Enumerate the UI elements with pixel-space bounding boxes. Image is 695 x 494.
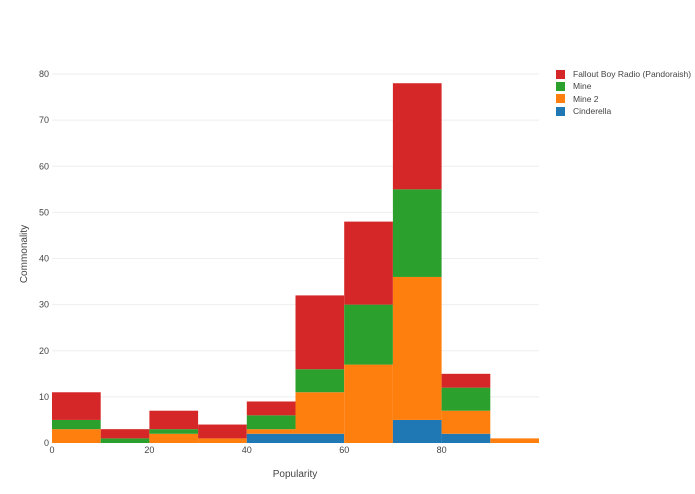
bar-segment[interactable] <box>344 221 393 305</box>
bar-segment[interactable] <box>52 419 101 430</box>
bar-segment[interactable] <box>100 429 150 439</box>
x-axis-title: Popularity <box>273 469 317 480</box>
y-tick-label: 30 <box>39 300 49 310</box>
y-tick-label: 70 <box>39 115 49 125</box>
bar-segment[interactable] <box>441 410 491 434</box>
bar-segment[interactable] <box>392 83 442 190</box>
x-tick-label: 20 <box>144 445 154 455</box>
legend-swatch <box>556 81 565 91</box>
legend-swatch <box>556 94 565 104</box>
bar-segment[interactable] <box>149 429 199 434</box>
x-axis-ticks: 0 20 40 60 80 <box>49 445 446 455</box>
bar-segment[interactable] <box>295 433 345 443</box>
bar-segment[interactable] <box>392 189 442 277</box>
legend-label: Mine <box>573 81 592 92</box>
y-tick-label: 0 <box>44 438 49 448</box>
bar-segment[interactable] <box>295 295 345 370</box>
bar-segment[interactable] <box>392 276 442 420</box>
y-axis-title: Commonality <box>19 225 30 283</box>
y-tick-label: 80 <box>39 69 49 79</box>
bar-segment[interactable] <box>295 369 345 393</box>
legend-swatch <box>556 69 565 79</box>
bar-segment[interactable] <box>392 419 442 443</box>
y-tick-label: 10 <box>39 392 49 402</box>
bar-segment[interactable] <box>344 364 393 443</box>
legend-item[interactable]: Cinderella <box>556 105 691 117</box>
bar-segment[interactable] <box>295 392 345 434</box>
bar-segment[interactable] <box>246 433 296 443</box>
legend-label: Fallout Boy Radio (Pandoraish) <box>573 69 692 80</box>
y-tick-label: 50 <box>39 207 49 217</box>
x-tick-label: 40 <box>242 445 252 455</box>
legend-item[interactable]: Fallout Boy Radio (Pandoraish) <box>556 68 691 80</box>
x-tick-label: 60 <box>339 445 349 455</box>
bar-segment[interactable] <box>246 415 296 430</box>
bar-segment[interactable] <box>52 429 101 443</box>
y-tick-label: 40 <box>39 254 49 264</box>
bar-segment[interactable] <box>149 433 199 443</box>
bar-segment[interactable] <box>441 433 491 443</box>
x-tick-label: 0 <box>49 445 54 455</box>
x-tick-label: 80 <box>437 445 447 455</box>
bar-segment[interactable] <box>246 429 296 434</box>
bar-segment[interactable] <box>100 438 150 443</box>
legend: Fallout Boy Radio (Pandoraish) Mine Mine… <box>556 68 691 117</box>
bar-segment[interactable] <box>246 401 296 416</box>
bar-segment[interactable] <box>198 424 247 439</box>
bar-segment[interactable] <box>149 410 199 430</box>
bar-segment[interactable] <box>198 438 247 443</box>
y-axis-ticks: 0 10 20 30 40 50 60 70 80 <box>39 69 49 448</box>
bar-segment[interactable] <box>52 392 101 420</box>
y-tick-label: 60 <box>39 161 49 171</box>
y-tick-label: 20 <box>39 346 49 356</box>
bar-segment[interactable] <box>344 304 393 365</box>
bar-segment[interactable] <box>490 438 539 443</box>
legend-label: Cinderella <box>573 106 612 117</box>
legend-item[interactable]: Mine 2 <box>556 93 691 105</box>
bar-segment[interactable] <box>441 387 491 411</box>
legend-label: Mine 2 <box>573 93 599 104</box>
legend-item[interactable]: Mine <box>556 80 691 92</box>
bar-segment[interactable] <box>441 373 491 388</box>
bars <box>52 83 539 443</box>
legend-swatch <box>556 106 565 116</box>
